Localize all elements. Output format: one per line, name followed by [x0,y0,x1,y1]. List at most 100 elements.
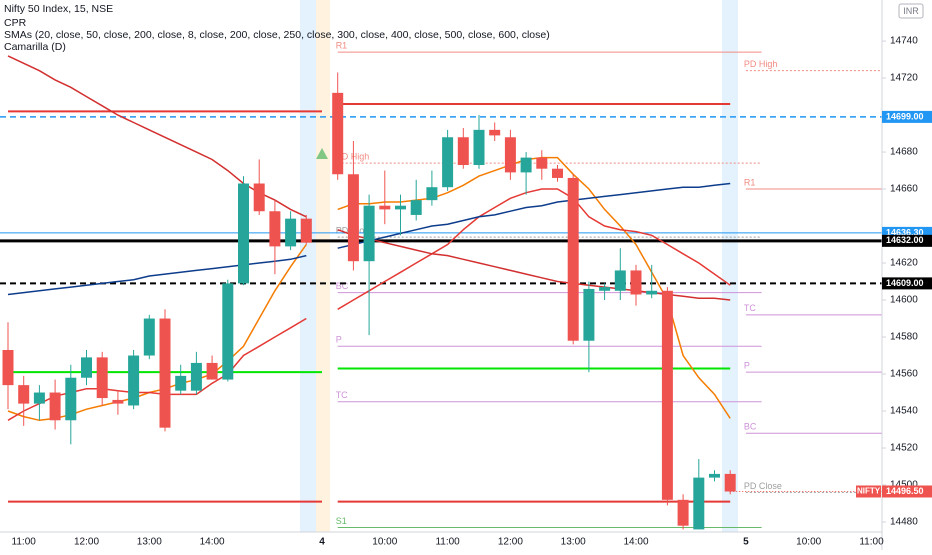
y-tick-label: 14580 [890,332,918,343]
candle-body [222,283,234,380]
candle-body [81,357,92,378]
candle-body [724,473,736,492]
candle-body [473,129,485,166]
signal-marker [316,148,328,159]
y-tick-label: 14560 [890,369,918,380]
candle-body [175,375,187,391]
candle-body [143,318,155,356]
symbol-label: NIFTY [857,487,881,496]
last-price-tag [882,485,932,498]
candle-body [206,362,218,380]
candle-body [347,174,359,262]
level-label: R1 [744,177,756,187]
level-label: TC [744,303,756,313]
candle-body [646,290,658,295]
indicator-label: SMAs (20, close, 50, close, 200, close, … [4,29,550,41]
x-tick-label: 4 [319,537,325,548]
x-tick-label: 10:00 [796,537,821,548]
level-label: R1 [336,41,348,51]
price-tag-label: 14699.00 [886,111,924,121]
x-tick-label: 5 [743,537,749,548]
candle-body [677,499,689,526]
session-shade [300,0,316,532]
price-tag-label: 14609.00 [886,278,924,288]
candle-body [661,290,673,500]
candle-body [552,168,563,178]
candle-body [159,318,171,428]
y-tick-label: 14480 [890,517,918,528]
candle-body [65,377,77,421]
x-tick-label: 10:00 [372,537,397,548]
x-tick-label: 12:00 [498,537,523,548]
y-tick-label: 14660 [890,184,918,195]
candle-body [49,392,61,421]
y-tick-label: 14740 [890,36,918,47]
candle-body [630,270,642,295]
x-tick-label: 11:00 [859,537,884,548]
y-tick-label: 14680 [890,147,918,158]
x-tick-label: 13:00 [137,537,162,548]
candle-body [457,137,469,166]
candle-body [363,205,375,262]
level-label: BC [744,422,757,432]
candle-body [614,270,626,291]
candle-body [504,137,516,173]
candle-body [536,157,548,169]
candle-body [489,129,501,136]
session-shade [316,0,330,532]
level-label: P [336,335,342,345]
y-tick-label: 14540 [890,406,918,417]
y-tick-label: 14520 [890,443,918,454]
level-label: PD Close [744,481,782,491]
level-label: PD High [336,152,370,162]
candle-body [18,385,30,404]
indicator-label: Camarilla (D) [4,41,66,53]
sma-line [7,182,731,296]
candle-body [332,92,344,175]
currency: INR [903,6,919,16]
candle-body [599,287,611,291]
price-tag [882,277,932,290]
candle-body [253,183,265,212]
x-tick-label: 11:00 [12,537,37,548]
candle-body [300,218,312,243]
symbol-tag [856,485,881,498]
price-tag-label: 14632.00 [886,235,924,245]
candle-body [410,200,422,215]
y-tick-label: 14600 [890,295,918,306]
candle-body [33,392,45,404]
candles [2,72,736,530]
level-label: TC [336,390,348,400]
x-tick-label: 13:00 [561,537,586,548]
candle-body [395,205,406,210]
candle-body [285,218,297,247]
candle-body [442,137,454,188]
y-tick-label: 14620 [890,258,918,269]
level-label: BC [336,281,349,291]
currency-box[interactable] [898,3,924,19]
x-tick-label: 14:00 [200,537,225,548]
candle-body [567,177,579,341]
last-price-label: 14496.50 [886,486,924,496]
x-tick-label: 14:00 [623,537,648,548]
price-tag [882,110,932,123]
candle-body [128,355,140,406]
candle-body [426,187,438,201]
session-shade [722,0,738,532]
y-tick-label: 14500 [890,480,918,491]
x-tick-label: 12:00 [74,537,99,548]
price-tag-label: 14636.30 [886,227,924,237]
candle-body [709,473,720,478]
candle-body [379,205,391,210]
candle-body [190,362,202,391]
candle-body [96,357,108,399]
candle-body [269,211,281,247]
y-tick-label: 14720 [890,73,918,84]
level-label: S1 [336,516,347,526]
price-tag [882,234,932,247]
chart-title: Nifty 50 Index, 15, NSE [4,3,113,15]
candle-body [583,288,595,341]
candle-body [693,477,705,530]
